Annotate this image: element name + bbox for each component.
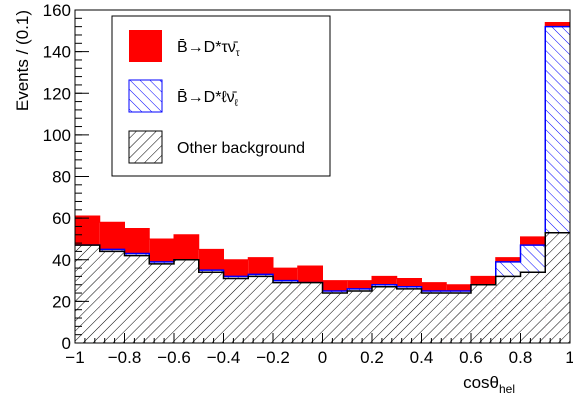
legend-label: B̄→D*τν̄τ <box>177 39 240 59</box>
legend-swatch <box>129 30 162 62</box>
bar-backslash-hatch-4 <box>174 259 199 343</box>
bar-backslash-hatch-7 <box>248 276 273 343</box>
y-tick-label: 60 <box>52 209 71 228</box>
bar-backslash-hatch-6 <box>223 278 249 343</box>
y-tick-label: 0 <box>62 334 71 353</box>
legend-swatch <box>128 130 163 164</box>
x-tick-label: 0.2 <box>360 348 384 367</box>
bar-backslash-hatch-17 <box>495 276 521 343</box>
series-outline-backslash-hatch <box>75 231 570 294</box>
y-tick-label: 120 <box>43 84 71 103</box>
bar-backslash-hatch-15 <box>446 293 471 343</box>
series-outline-solid <box>75 21 570 286</box>
y-tick-label: 80 <box>52 168 71 187</box>
x-tick-label: 0.8 <box>509 348 533 367</box>
y-tick-label: 100 <box>43 126 71 145</box>
bar-backslash-hatch-14 <box>421 293 447 343</box>
y-tick-label: 40 <box>52 251 71 270</box>
x-tick-label: 0 <box>318 348 327 367</box>
bar-backslash-hatch-1 <box>99 251 125 343</box>
bar-backslash-hatch-19 <box>545 232 570 343</box>
x-tick-label: −0.4 <box>207 348 241 367</box>
bar-backslash-hatch-12 <box>372 286 397 343</box>
legend: B̄→D*τν̄τ B̄→D*ℓν̄ℓ Other background <box>111 15 331 177</box>
y-tick-label: 160 <box>43 1 71 20</box>
x-tick-label: 1 <box>565 348 573 367</box>
bar-backslash-hatch-2 <box>124 255 150 343</box>
x-tick-label: 0.4 <box>410 348 434 367</box>
x-tick-label: −0.6 <box>157 348 191 367</box>
y-axis-label: Events / (0.1) <box>13 10 32 111</box>
legend-label: B̄→D*ℓν̄ℓ <box>177 89 239 109</box>
bar-backslash-hatch-5 <box>198 272 224 343</box>
bar-backslash-hatch-18 <box>520 272 546 343</box>
x-tick-label: −0.8 <box>108 348 142 367</box>
bar-backslash-hatch-11 <box>347 290 372 343</box>
x-tick-label: 0.6 <box>459 348 483 367</box>
y-tick-label: 20 <box>52 292 71 311</box>
axes-group: −1 −0.8 −0.6 −0.4 −0.2 0 0.2 0.4 0.6 0.8 1 0 20 40 60 8… <box>43 1 573 367</box>
legend-swatch <box>128 79 163 113</box>
x-axis-label: cosθhel <box>463 373 515 396</box>
x-tick-label: −0.2 <box>256 348 290 367</box>
bar-backslash-hatch-8 <box>273 282 298 343</box>
bar-backslash-hatch-13 <box>396 288 422 343</box>
y-tick-label: 140 <box>43 43 71 62</box>
bar-backslash-hatch-16 <box>471 284 496 343</box>
histogram-bars <box>75 21 570 344</box>
bar-backslash-hatch-3 <box>149 263 174 343</box>
bar-backslash-hatch-10 <box>322 293 348 343</box>
x-tick-label: −1 <box>65 348 84 367</box>
bar-backslash-hatch-9 <box>297 282 323 343</box>
legend-label: Other background <box>177 140 305 157</box>
